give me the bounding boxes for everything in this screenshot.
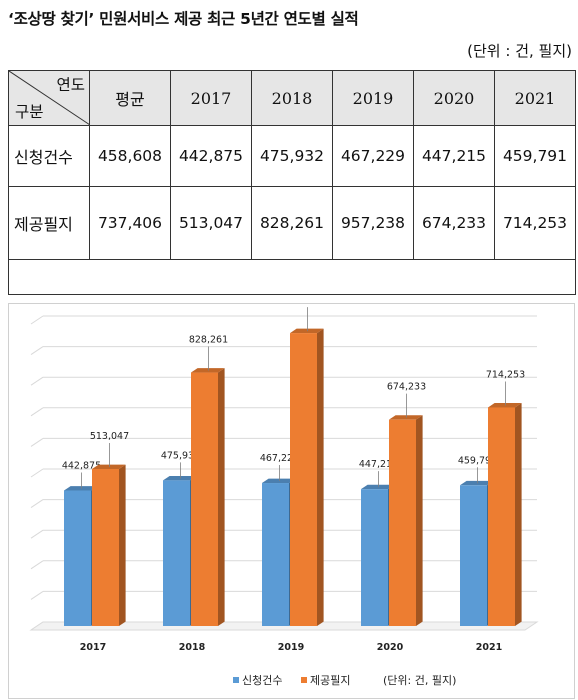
table-row: 신청건수 458,608 442,875 475,932 467,229 447… — [8, 125, 576, 187]
data-label: 714,253 — [486, 369, 525, 380]
gridline-depth — [30, 468, 44, 478]
bar-top — [262, 478, 296, 484]
gridline-depth — [30, 346, 44, 356]
x-tick-label: 2019 — [278, 642, 304, 653]
x-tick-label: 2018 — [179, 642, 206, 653]
legend-unit-note: (단위: 건, 필지) — [383, 674, 456, 687]
legend-label: 신청건수 — [242, 674, 282, 687]
header-cell: 평균 — [89, 70, 171, 126]
bar-side — [317, 328, 324, 626]
bar-top — [361, 484, 395, 490]
header-cell: 2019 — [332, 70, 414, 126]
bar-chart: 442,875 513,047 2017 475,932 828,261 2018 467,… — [29, 304, 539, 687]
bar — [191, 372, 218, 626]
bar — [460, 485, 487, 626]
x-tick-label: 2021 — [476, 642, 502, 653]
bar-top — [389, 415, 423, 420]
bar-side — [416, 415, 423, 626]
x-tick-label: 2020 — [377, 642, 404, 653]
gridline-depth — [30, 529, 44, 539]
data-label: 475,932 — [161, 450, 200, 461]
row-label: 신청건수 — [8, 125, 90, 187]
header-cell: 2018 — [251, 70, 333, 126]
table-cell: 467,229 — [332, 125, 414, 187]
gridline-depth — [30, 407, 44, 417]
table-cell: 828,261 — [251, 186, 333, 260]
data-label: 442,875 — [62, 460, 101, 471]
data-label: 467,229 — [260, 453, 299, 464]
bar-top — [163, 475, 197, 481]
data-table: 연도 구분 평균 2017 2018 2019 2020 2021 신청건수 4… — [8, 70, 576, 295]
corner-column-label: 연도 — [56, 76, 85, 94]
table-cell: 957,238 — [332, 186, 414, 260]
corner-diagonal — [9, 71, 89, 125]
table-cell: 459,791 — [494, 125, 576, 187]
row-label: 제공필지 — [8, 186, 90, 260]
x-tick-label: 2017 — [80, 642, 106, 653]
unit-note: (단위 : 건, 필지) — [467, 42, 572, 60]
table-cell: 447,215 — [413, 125, 495, 187]
bar-top — [191, 368, 225, 373]
table-cell: 475,932 — [251, 125, 333, 187]
bar — [92, 469, 119, 626]
bar — [290, 333, 317, 626]
bar — [64, 490, 91, 626]
blank-cell — [8, 259, 576, 295]
header-cell: 2017 — [170, 70, 252, 126]
bar-top — [92, 464, 126, 470]
bar-top — [290, 328, 324, 334]
gridline-depth — [30, 315, 44, 325]
bar-side — [218, 368, 225, 626]
table-cell: 458,608 — [89, 125, 171, 187]
gridline-depth — [30, 560, 44, 570]
table-cell: 674,233 — [413, 186, 495, 260]
bar-side — [515, 403, 522, 626]
table-corner-cell: 연도 구분 — [8, 70, 90, 126]
gridline-depth — [30, 376, 44, 386]
data-label: 459,791 — [458, 455, 497, 466]
legend-swatch — [301, 677, 307, 683]
bar — [389, 419, 416, 626]
table-cell: 737,406 — [89, 186, 171, 260]
chart-container: 442,875 513,047 2017 475,932 828,261 2018 467,… — [8, 303, 575, 699]
table-cell: 513,047 — [170, 186, 252, 260]
table-cell: 442,875 — [170, 125, 252, 187]
bar — [361, 489, 388, 626]
corner-row-label: 구분 — [15, 103, 44, 121]
gridline-depth — [30, 499, 44, 509]
data-label: 674,233 — [387, 382, 426, 393]
data-label: 957,238 — [288, 304, 327, 306]
table-row: 제공필지 737,406 513,047 828,261 957,238 674… — [8, 186, 576, 260]
bar — [163, 480, 190, 626]
bar — [488, 407, 515, 626]
bar-side — [119, 464, 126, 626]
page-title: ‘조상땅 찾기’ 민원서비스 제공 최근 5년간 연도별 실적 — [8, 10, 359, 28]
bar-top — [64, 486, 98, 491]
header-cell: 2020 — [413, 70, 495, 126]
bar-top — [488, 403, 522, 408]
table-blank-row — [8, 259, 576, 295]
table-cell: 714,253 — [494, 186, 576, 260]
legend-swatch — [233, 677, 239, 683]
bar — [262, 483, 289, 626]
gridline-depth — [30, 590, 44, 600]
table-header-row: 연도 구분 평균 2017 2018 2019 2020 2021 — [8, 70, 576, 126]
bar-top — [460, 480, 494, 486]
data-label: 828,261 — [189, 335, 228, 346]
header-cell: 2021 — [494, 70, 576, 126]
data-label: 513,047 — [90, 431, 129, 442]
data-label: 447,215 — [359, 459, 398, 470]
gridline-depth — [30, 437, 44, 447]
legend-label: 제공필지 — [310, 674, 350, 687]
